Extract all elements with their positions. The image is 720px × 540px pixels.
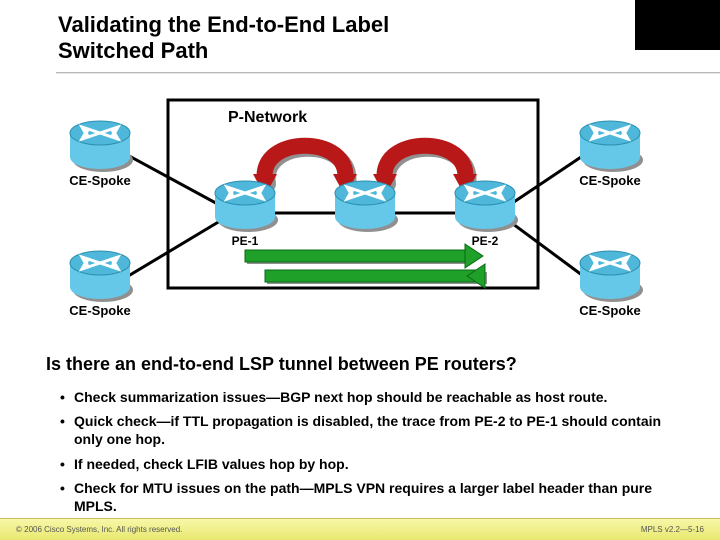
corner-decoration: [635, 0, 720, 50]
svg-text:P-Network: P-Network: [228, 109, 307, 126]
svg-text:CE-Spoke: CE-Spoke: [579, 173, 640, 188]
slide-number: MPLS v2.2—5-16: [641, 525, 704, 534]
svg-text:PE-1: PE-1: [232, 234, 259, 248]
slide-header: Validating the End-to-End Label Switched…: [0, 0, 720, 78]
title-line-2: Switched Path: [58, 38, 208, 63]
slide-title: Validating the End-to-End Label Switched…: [58, 12, 720, 65]
bullet-item: Check summarization issues—BGP next hop …: [60, 385, 680, 409]
slide-footer: © 2006 Cisco Systems, Inc. All rights re…: [0, 518, 720, 540]
network-diagram: P-Network CE-Spoke CE-Spoke CE-Spoke: [0, 78, 720, 348]
slide-subtitle: Is there an end-to-end LSP tunnel betwee…: [0, 348, 720, 385]
copyright-text: © 2006 Cisco Systems, Inc. All rights re…: [16, 525, 182, 534]
title-underline: [56, 72, 720, 74]
bullet-item: Check for MTU issues on the path—MPLS VP…: [60, 476, 680, 518]
svg-text:PE-2: PE-2: [472, 234, 499, 248]
bullet-item: If needed, check LFIB values hop by hop.: [60, 452, 680, 476]
bullet-item: Quick check—if TTL propagation is disabl…: [60, 409, 680, 451]
svg-text:CE-Spoke: CE-Spoke: [69, 303, 130, 318]
title-line-1: Validating the End-to-End Label: [58, 12, 389, 37]
svg-text:CE-Spoke: CE-Spoke: [69, 173, 130, 188]
bullet-list: Check summarization issues—BGP next hop …: [0, 385, 720, 518]
diagram-svg: P-Network CE-Spoke CE-Spoke CE-Spoke: [0, 78, 720, 348]
svg-text:CE-Spoke: CE-Spoke: [579, 303, 640, 318]
